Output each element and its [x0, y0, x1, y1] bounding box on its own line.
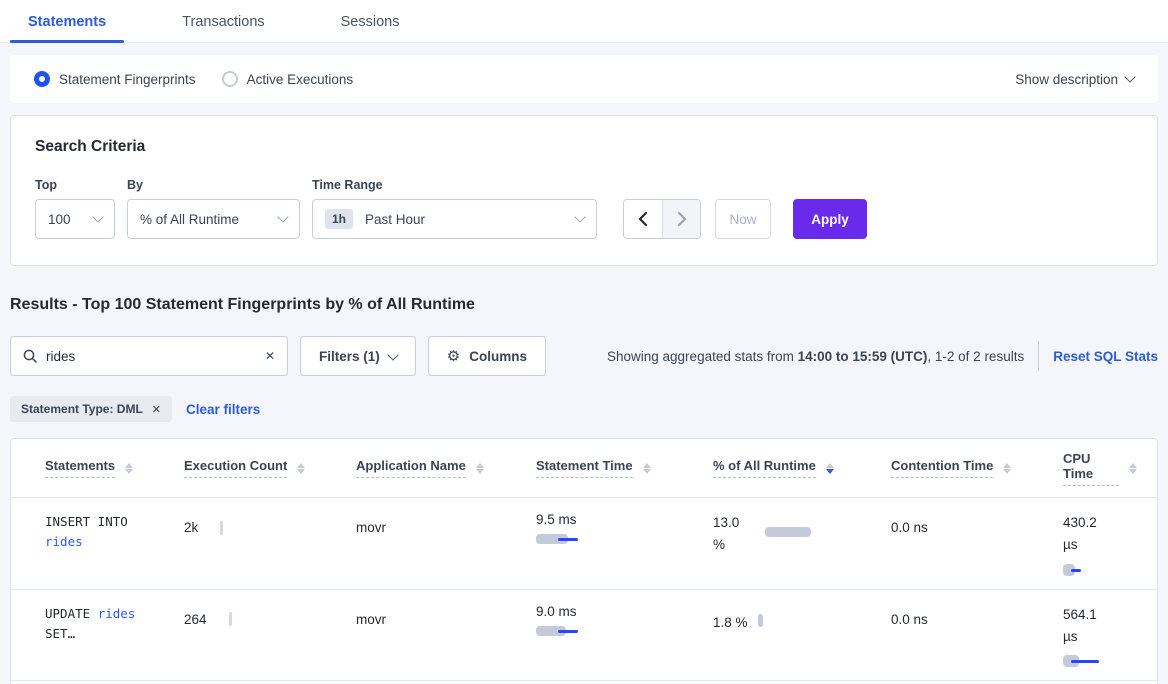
- table-row: UPDATE rides SET… 264 movr 9.0 ms 1.8 % …: [11, 588, 1157, 682]
- col-header-contention-time: Contention Time: [891, 458, 1063, 478]
- col-header-runtime-pct: % of All Runtime: [713, 458, 891, 478]
- divider: [1038, 341, 1040, 371]
- statement-fingerprint[interactable]: UPDATE rides SET…: [45, 605, 136, 641]
- remove-filter-icon[interactable]: ✕: [151, 403, 162, 416]
- tab-sessions[interactable]: Sessions: [340, 14, 400, 30]
- now-button[interactable]: Now: [715, 199, 771, 239]
- cpu-time-bar: [1063, 563, 1123, 576]
- search-criteria-card: Search Criteria Top 100 By % of All Runt…: [10, 115, 1158, 266]
- execution-count-bar: [228, 612, 232, 627]
- clear-filters-link[interactable]: Clear filters: [186, 401, 261, 417]
- show-description-label: Show description: [1015, 71, 1118, 87]
- sort-icon[interactable]: [642, 462, 651, 474]
- apply-button[interactable]: Apply: [793, 199, 867, 239]
- top-label: Top: [35, 178, 57, 192]
- statement-link[interactable]: rides: [97, 605, 136, 621]
- columns-label: Columns: [469, 348, 527, 364]
- top-select-value: 100: [48, 211, 71, 227]
- col-header-statements: Statements: [45, 458, 184, 478]
- runtime-pct-cell: 1.8 %: [713, 604, 891, 634]
- results-heading: Results - Top 100 Statement Fingerprints…: [10, 296, 475, 313]
- search-input[interactable]: [46, 348, 256, 364]
- statement-fingerprint[interactable]: INSERT INTO rides: [45, 514, 128, 549]
- chevron-down-icon: [574, 211, 586, 223]
- filters-button[interactable]: Filters (1): [300, 336, 416, 376]
- statement-search-box: ✕: [10, 336, 288, 376]
- runtime-pct-bar: [757, 613, 808, 627]
- filter-chip-label: Statement Type: DML: [21, 402, 143, 416]
- radio-label: Active Executions: [246, 71, 354, 87]
- cpu-time-cell: 430.2 µs: [1063, 512, 1137, 576]
- sort-icon[interactable]: [297, 462, 306, 474]
- radio-statement-fingerprints[interactable]: Statement Fingerprints: [34, 71, 196, 87]
- statement-link[interactable]: rides: [45, 534, 83, 549]
- filter-chip-statement-type[interactable]: Statement Type: DML ✕: [10, 396, 173, 422]
- application-name-cell: movr: [356, 611, 386, 627]
- results-controls: ✕ Filters (1) ⚙ Columns Showing aggregat…: [10, 336, 1158, 376]
- time-range-label: Time Range: [312, 178, 383, 192]
- clear-search-icon[interactable]: ✕: [264, 349, 275, 363]
- columns-button[interactable]: ⚙ Columns: [427, 336, 546, 376]
- radio-unselected-icon: [221, 71, 238, 87]
- active-filters-row: Statement Type: DML ✕ Clear filters: [10, 396, 1158, 422]
- statement-time-bar: [536, 625, 699, 637]
- radio-active-executions[interactable]: Active Executions: [221, 71, 354, 87]
- showing-stats-text: Showing aggregated stats from 14:00 to 1…: [607, 348, 1025, 364]
- view-mode-radio-group: Statement Fingerprints Active Executions: [34, 71, 353, 87]
- gear-icon: ⚙: [446, 348, 461, 365]
- statement-time-cell: 9.5 ms: [536, 512, 713, 545]
- filters-label: Filters (1): [319, 348, 380, 364]
- execution-count-cell: 2k: [184, 512, 356, 535]
- radio-label: Statement Fingerprints: [59, 71, 196, 87]
- chevron-left-icon: [638, 212, 648, 226]
- sort-icon[interactable]: [1003, 462, 1012, 474]
- tab-transactions[interactable]: Transactions: [182, 14, 265, 30]
- time-range-badge: 1h: [325, 209, 354, 229]
- sort-icon[interactable]: [475, 462, 484, 474]
- col-header-application-name: Application Name: [356, 458, 536, 478]
- contention-time-cell: 0.0 ns: [891, 520, 928, 535]
- by-label: By: [127, 178, 143, 192]
- application-name-cell: movr: [356, 520, 386, 535]
- top-tab-bar: Statements Transactions Sessions: [0, 0, 1168, 43]
- cpu-time-bar: [1063, 654, 1123, 668]
- chevron-right-icon: [677, 212, 687, 226]
- sort-icon-active[interactable]: [825, 462, 834, 474]
- sort-icon[interactable]: [125, 462, 134, 474]
- statement-time-bar: [536, 533, 699, 545]
- search-criteria-title: Search Criteria: [35, 138, 146, 155]
- by-select[interactable]: % of All Runtime: [127, 199, 300, 239]
- col-header-cpu-time: CPU Time: [1063, 451, 1137, 486]
- cpu-time-cell: 564.1 µs: [1063, 604, 1137, 668]
- view-mode-bar: Statement Fingerprints Active Executions…: [10, 55, 1158, 103]
- reset-sql-stats-link[interactable]: Reset SQL Stats: [1053, 348, 1158, 364]
- table-row: INSERT INTO rides 2k movr 9.5 ms 13.0 % …: [11, 497, 1157, 589]
- chevron-down-icon: [387, 349, 399, 361]
- tab-statements[interactable]: Statements: [10, 3, 125, 43]
- chevron-down-icon: [277, 211, 289, 223]
- radio-selected-icon: [34, 71, 50, 87]
- show-description-toggle[interactable]: Show description: [1015, 71, 1136, 87]
- col-header-execution-count: Execution Count: [184, 458, 356, 478]
- time-next-button[interactable]: [662, 200, 700, 238]
- time-range-select[interactable]: 1h Past Hour: [312, 199, 597, 239]
- search-icon: [23, 349, 37, 363]
- statement-time-cell: 9.0 ms: [536, 604, 713, 637]
- runtime-pct-bar: [765, 526, 815, 538]
- time-prev-button[interactable]: [624, 200, 662, 238]
- col-header-statement-time: Statement Time: [536, 458, 713, 478]
- runtime-pct-cell: 13.0 %: [713, 512, 891, 557]
- execution-count-bar: [220, 520, 224, 535]
- time-range-value: Past Hour: [365, 211, 426, 227]
- sort-icon[interactable]: [1129, 462, 1137, 474]
- statements-table: Statements Execution Count Application N…: [10, 438, 1158, 684]
- execution-count-cell: 264: [184, 604, 356, 627]
- by-select-value: % of All Runtime: [140, 211, 240, 227]
- table-header-row: Statements Execution Count Application N…: [11, 439, 1157, 497]
- chevron-down-icon: [1124, 71, 1136, 83]
- top-select[interactable]: 100: [35, 199, 115, 239]
- time-nav-group: [623, 199, 701, 239]
- chevron-down-icon: [92, 211, 104, 223]
- contention-time-cell: 0.0 ns: [891, 611, 928, 627]
